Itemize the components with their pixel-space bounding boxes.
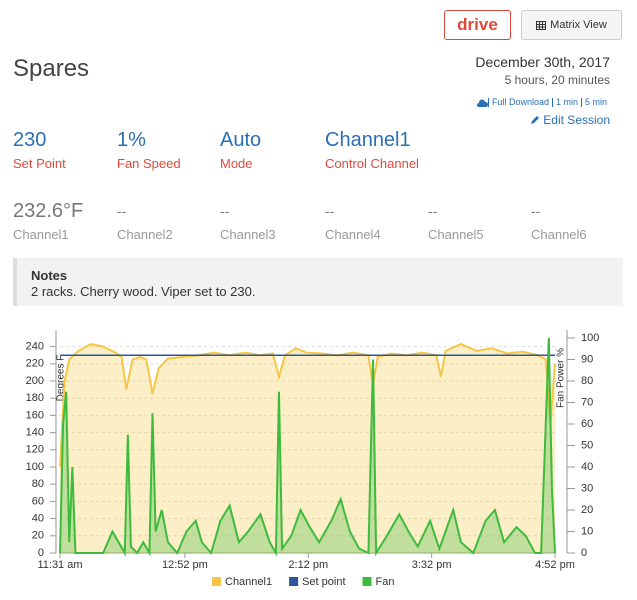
legend-swatch [289,577,299,586]
channel-value: -- [325,203,335,219]
stat-label: Control Channel [325,156,419,171]
y2-axis-title: Fan Power % [556,348,567,408]
session-title: Spares [13,55,90,82]
y2-tick-label: 90 [581,353,593,365]
x-tick-label: 2:12 pm [288,559,328,571]
legend-label: Set point [302,576,345,588]
session-date: December 30th, 2017 [475,54,610,70]
y-tick-label: 120 [26,444,44,456]
y2-tick-label: 100 [581,332,599,344]
y-tick-label: 160 [26,409,44,421]
matrix-view-label: Matrix View [550,19,607,31]
channel-value: -- [220,203,230,219]
x-tick-label: 11:31 am [37,559,82,571]
y2-tick-label: 50 [581,439,593,451]
y-tick-label: 180 [26,392,44,404]
stat-value: Auto [220,129,262,151]
y2-tick-label: 70 [581,396,593,408]
y-tick-label: 20 [32,530,44,542]
channel-label: Channel6 [531,227,587,242]
stat-value: Channel1 [325,129,411,151]
channel-label: Channel5 [428,227,484,242]
x-tick-label: 4:52 pm [535,559,575,571]
stat-label: Set Point [13,156,66,171]
y-tick-label: 40 [32,513,44,525]
series-line [59,337,556,557]
download-links: Full Download 1 min 5 min [476,98,610,107]
x-tick-label: 12:52 pm [162,559,208,571]
notes-box: Notes 2 racks. Cherry wood. Viper set to… [13,258,623,306]
x-tick-label: 3:32 pm [412,559,452,571]
channel-label: Channel1 [13,227,69,242]
channel-label: Channel4 [325,227,381,242]
channel-value: -- [428,203,438,219]
legend-label: Channel1 [225,576,272,588]
y-tick-label: 80 [32,478,44,490]
y2-tick-label: 40 [581,461,593,473]
y2-tick-label: 20 [581,504,593,516]
legend-swatch [212,577,221,586]
notes-text: 2 racks. Cherry wood. Viper set to 230. [31,284,256,299]
legend-label: Fan [376,576,395,588]
channel-label: Channel2 [117,227,173,242]
y-tick-label: 140 [26,427,44,439]
stat-value: 1% [117,129,146,151]
y2-tick-label: 60 [581,418,593,430]
edit-session-label: Edit Session [543,113,610,127]
stat-label: Mode [220,156,253,171]
edit-session-link[interactable]: Edit Session [530,113,610,127]
y-tick-label: 220 [26,358,44,370]
stat-value: 230 [13,129,47,151]
notes-title: Notes [31,268,68,283]
series-area [60,344,555,553]
matrix-view-button[interactable]: Matrix View [521,10,622,40]
channel-value: -- [117,203,127,219]
cloud-icon [476,98,488,107]
grid-icon [536,20,547,30]
stat-label: Fan Speed [117,156,181,171]
y-axis-title: Degrees F [56,355,67,402]
channel-value: -- [531,203,541,219]
y2-tick-label: 30 [581,482,593,494]
y-tick-label: 240 [26,341,44,353]
download-link[interactable]: Full Download [487,98,552,107]
y2-tick-label: 0 [581,547,587,559]
chart: 0 20 40 60 80 100 120 140 160 180 200 220 240 0 10 20 30… [26,330,599,588]
channel-value: 232.6°F [13,200,84,222]
y-tick-label: 0 [38,547,44,559]
drive-button[interactable]: drive [444,10,511,40]
download-link[interactable]: 5 min [580,98,610,107]
session-duration: 5 hours, 20 minutes [504,73,610,87]
y2-tick-label: 80 [581,375,593,387]
legend-swatch [362,577,372,586]
pencil-icon [531,116,540,124]
y2-tick-label: 10 [581,525,593,537]
y-tick-label: 200 [26,375,44,387]
y-tick-label: 100 [26,461,44,473]
y-tick-label: 60 [32,495,44,507]
download-link[interactable]: 1 min [551,98,581,107]
channel-label: Channel3 [220,227,276,242]
